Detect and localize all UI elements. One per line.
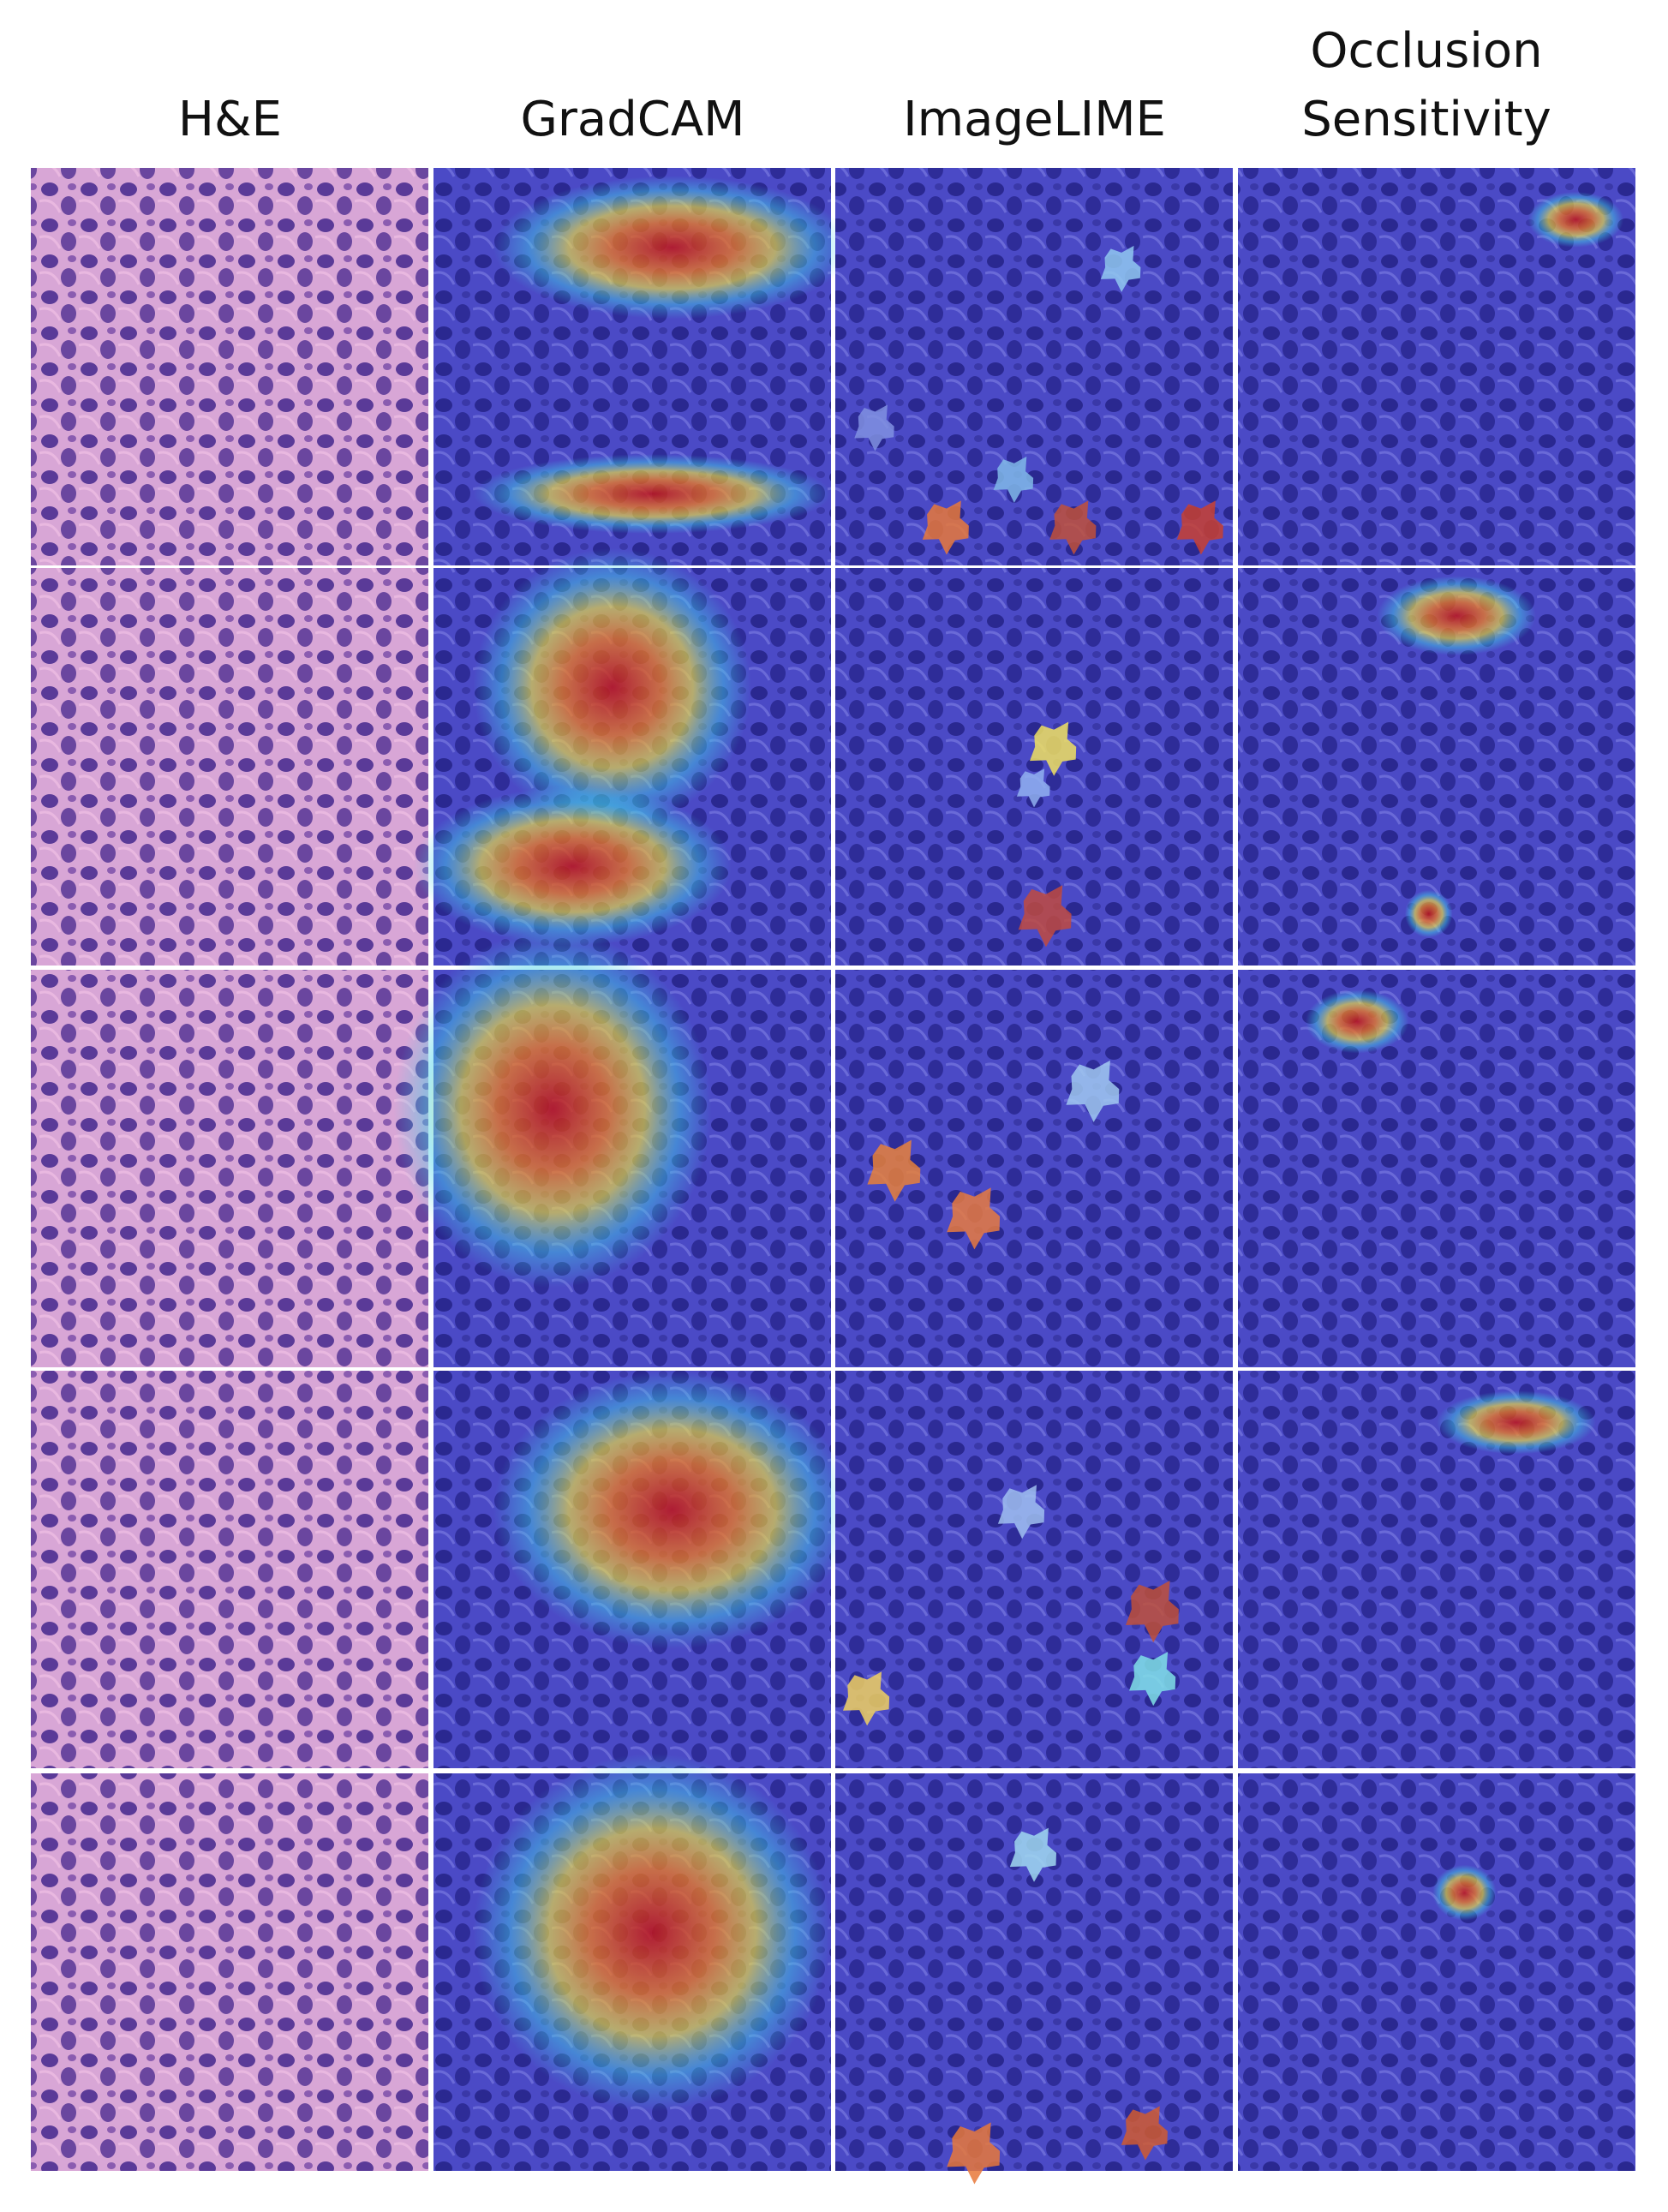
heat-region [493, 176, 852, 320]
lime-segment [1126, 1581, 1179, 1643]
lime-segment [997, 1485, 1045, 1539]
heat-region [1437, 1390, 1596, 1455]
overlay-tile [1238, 1773, 1635, 2171]
heat-region [1377, 576, 1536, 656]
he-tile [31, 1371, 428, 1768]
heat-region [1305, 989, 1409, 1054]
he-tile [31, 1773, 428, 2171]
heat-region [473, 454, 831, 534]
lime-segment [947, 2122, 1001, 2185]
column-header: Occlusion Sensitivity [1301, 23, 1551, 147]
heat-region [473, 1753, 831, 2112]
lime-segment [854, 404, 894, 451]
lime-segment [867, 1139, 921, 1202]
column-header: H&E [177, 92, 283, 147]
lime-segment [1030, 721, 1077, 776]
heat-region [1528, 191, 1624, 248]
he-tile [31, 568, 428, 966]
overlay-tile [835, 1371, 1233, 1768]
heat-region [1404, 889, 1453, 938]
he-tile [31, 168, 428, 565]
lime-segment [993, 456, 1034, 503]
lime-segment [1016, 768, 1050, 808]
lime-segment [947, 1187, 1001, 1250]
he-tile [31, 970, 428, 1367]
overlay-tile [835, 168, 1233, 565]
column-header: GradCAM [520, 92, 745, 147]
heat-region [493, 1371, 852, 1649]
heat-region [1432, 1864, 1497, 1921]
lime-segment [1176, 500, 1223, 555]
lime-segment [1009, 1827, 1056, 1882]
lime-segment [1018, 885, 1072, 948]
lime-segment [1129, 1652, 1176, 1707]
column-header: ImageLIME [903, 92, 1166, 147]
lime-segment [922, 500, 969, 555]
heat-region [413, 786, 732, 946]
heat-region [473, 547, 752, 827]
overlay-tile [835, 1773, 1233, 2171]
lime-segment [1121, 2106, 1168, 2161]
lime-segment [843, 1671, 890, 1726]
lime-segment [1049, 500, 1097, 555]
heat-region [393, 930, 712, 1288]
lime-segment [1100, 245, 1141, 292]
overlay-tile [1238, 970, 1635, 1367]
lime-segment [1066, 1060, 1120, 1122]
